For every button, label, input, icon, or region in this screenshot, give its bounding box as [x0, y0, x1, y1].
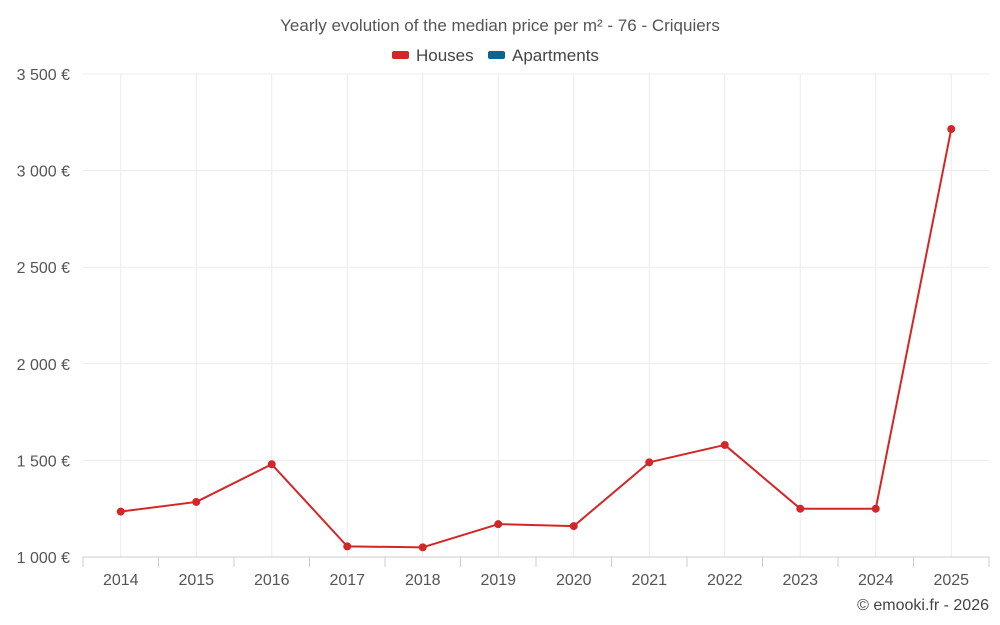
data-point-houses[interactable]: [267, 460, 276, 469]
data-point-houses[interactable]: [720, 440, 729, 449]
legend-swatch-houses: [392, 51, 409, 59]
legend-item-houses[interactable]: Houses: [392, 46, 474, 65]
data-point-houses[interactable]: [343, 542, 352, 551]
x-tick-label: 2019: [480, 572, 516, 589]
y-tick-label: 3 500 €: [17, 67, 70, 84]
series-line-houses: [120, 128, 953, 549]
data-point-houses[interactable]: [418, 543, 427, 552]
y-tick-label: 3 000 €: [17, 164, 70, 181]
y-tick-label: 2 000 €: [17, 357, 70, 374]
legend-label-houses: Houses: [416, 46, 474, 65]
data-point-houses[interactable]: [947, 125, 956, 134]
x-tick-label: 2024: [858, 572, 894, 589]
y-tick-label: 1 500 €: [17, 453, 70, 470]
x-tick-label: 2016: [254, 572, 290, 589]
x-tick-label: 2021: [631, 572, 667, 589]
series-houses: [116, 125, 956, 552]
x-tick-label: 2023: [782, 572, 818, 589]
credit-text: © emooki.fr - 2026: [857, 597, 989, 614]
legend-swatch-apartments: [488, 51, 505, 59]
legend: Houses Apartments: [392, 46, 599, 65]
x-tick-label: 2022: [707, 572, 743, 589]
x-tick-label: 2017: [329, 572, 365, 589]
y-tick-label: 1 000 €: [17, 550, 70, 567]
axes: 1 000 € 1 500 € 2 000 € 2 500 € 3 000 € 3 500…: [17, 67, 990, 589]
data-point-houses[interactable]: [192, 497, 201, 506]
data-point-houses[interactable]: [569, 522, 578, 531]
x-tick-label: 2018: [405, 572, 441, 589]
data-point-houses[interactable]: [645, 458, 654, 467]
x-tick-label: 2014: [103, 572, 139, 589]
y-tick-label: 2 500 €: [17, 260, 70, 277]
legend-label-apartments: Apartments: [512, 46, 599, 65]
data-point-houses[interactable]: [871, 504, 880, 513]
chart-title: Yearly evolution of the median price per…: [280, 16, 720, 35]
legend-item-apartments[interactable]: Apartments: [488, 46, 599, 65]
x-tick-label: 2015: [178, 572, 214, 589]
grid: [83, 73, 989, 557]
x-tick-label: 2020: [556, 572, 592, 589]
x-tick-label: 2025: [933, 572, 969, 589]
data-point-houses[interactable]: [116, 507, 125, 516]
data-point-houses[interactable]: [494, 520, 503, 529]
data-point-houses[interactable]: [796, 504, 805, 513]
